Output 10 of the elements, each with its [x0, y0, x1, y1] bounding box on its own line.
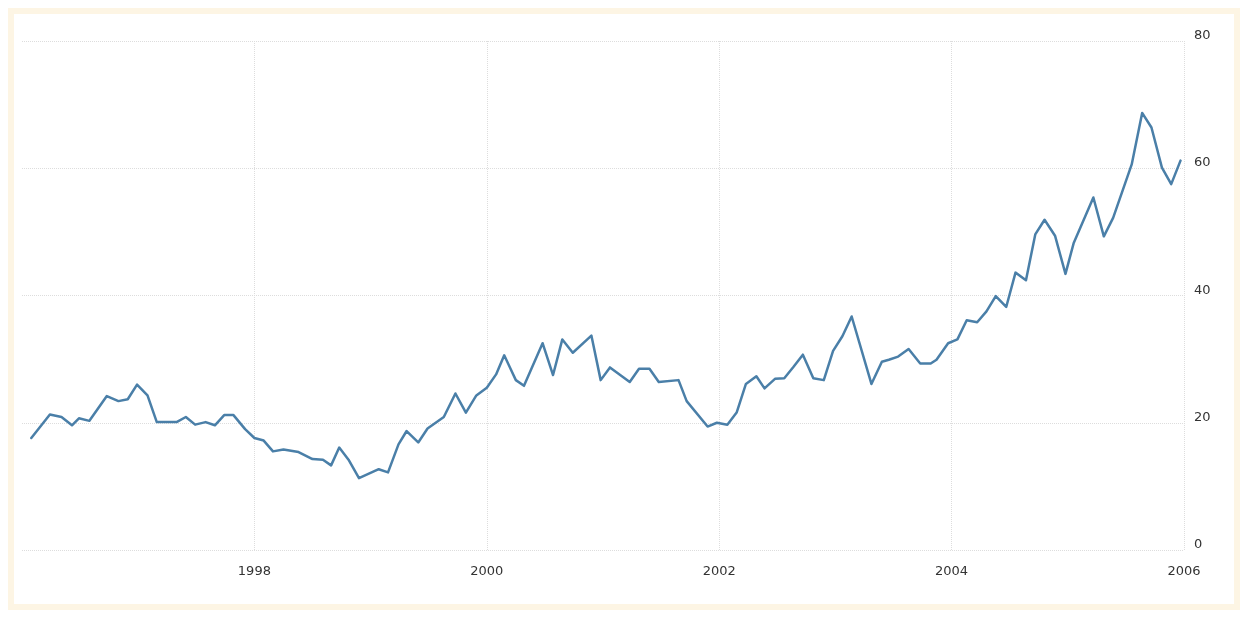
x-tick-label: 2004	[935, 563, 969, 578]
y-tick-label: 60	[1194, 154, 1211, 170]
x-tick-label: 2002	[702, 563, 736, 578]
y-tick-label: 0	[1194, 536, 1203, 551]
y-tick-label: 20	[1194, 408, 1211, 424]
y-tick-label: 80	[1194, 27, 1211, 42]
x-tick-label: 1998	[237, 563, 271, 578]
x-tick-label: 2006	[1167, 563, 1201, 578]
x-tick-label: 2000	[470, 563, 504, 578]
y-tick-label: 40	[1194, 281, 1211, 297]
